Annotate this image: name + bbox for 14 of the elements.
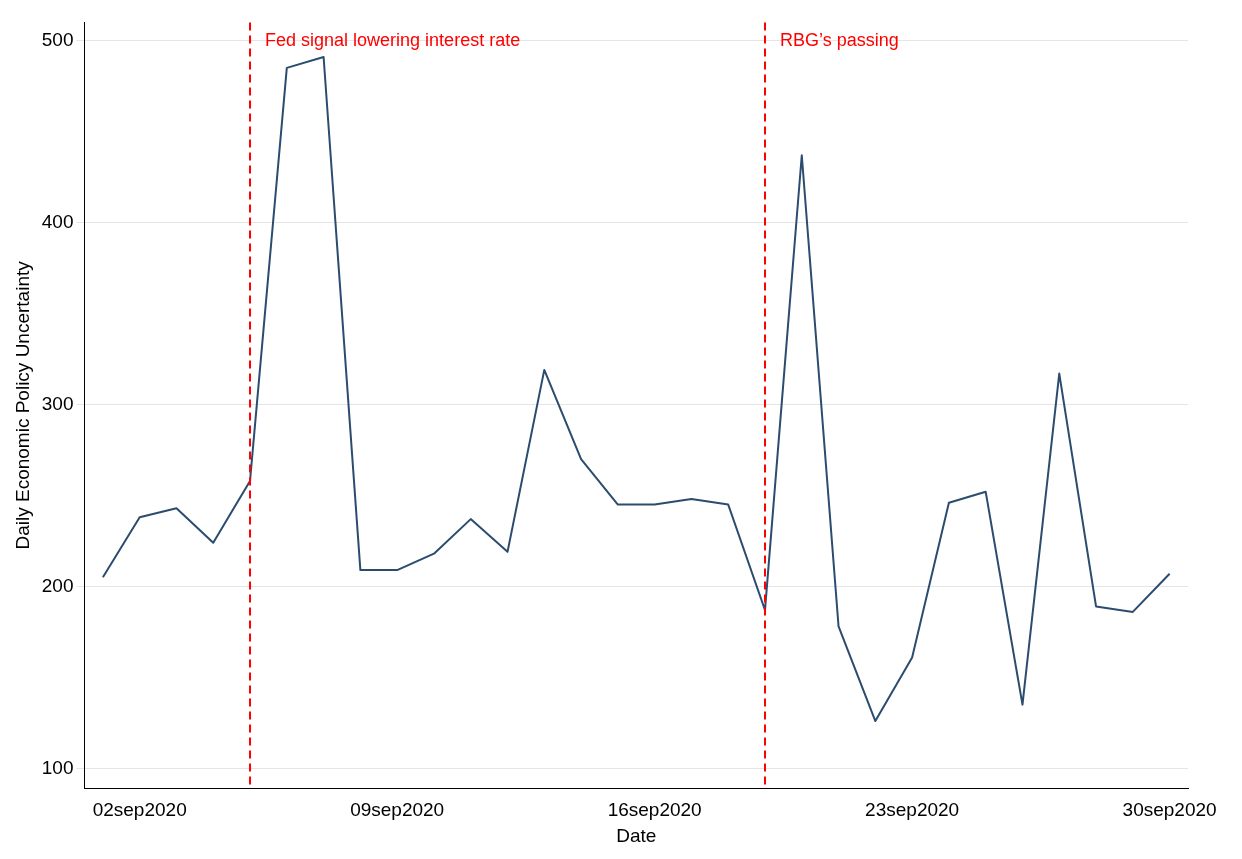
x-axis-title: Date — [616, 824, 657, 846]
ref-line-label: RBG’s passing — [779, 30, 899, 51]
y-tick-label: 200 — [41, 574, 74, 596]
y-axis-title: Daily Economic Policy Uncertainty — [11, 260, 33, 550]
x-tick-label: 09sep2020 — [350, 799, 445, 821]
x-tick-label: 30sep2020 — [1122, 799, 1217, 821]
y-tick-label: 400 — [41, 210, 74, 232]
x-tick-label: 02sep2020 — [92, 799, 187, 821]
x-tick-label: 23sep2020 — [865, 799, 960, 821]
y-tick-label: 300 — [41, 392, 74, 414]
ref-line-label: Fed signal lowering interest rate — [265, 30, 521, 51]
y-tick-label: 500 — [41, 28, 74, 50]
x-tick-label: 16sep2020 — [607, 799, 702, 821]
y-tick-label: 100 — [41, 756, 74, 778]
